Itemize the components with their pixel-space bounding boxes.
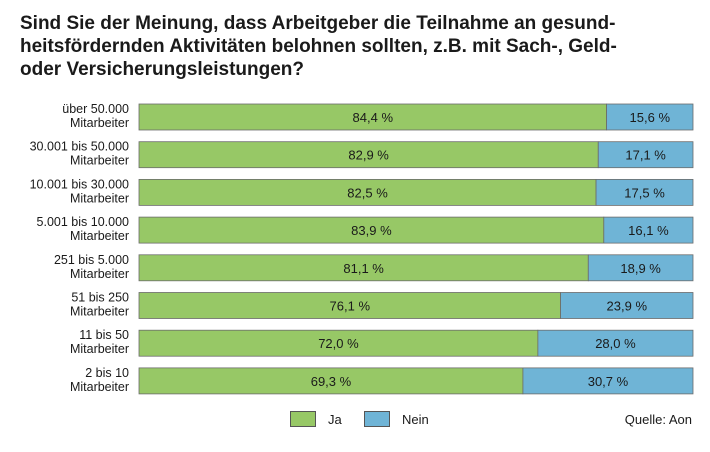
- data-label-ja-7: 69,3 %: [311, 374, 352, 389]
- data-label-nein-2: 17,5 %: [624, 185, 665, 200]
- category-label-3-line-1: 5.001 bis 10.000: [37, 215, 129, 229]
- category-label-7-line-1: 2 bis 10: [85, 366, 129, 380]
- source-note: Quelle: Aon: [624, 412, 692, 427]
- category-label-1-line-2: Mitarbeiter: [70, 154, 129, 168]
- bar-nein-4: [587, 254, 694, 282]
- bar-nein-1: [597, 141, 694, 169]
- category-label-4-line-1: 251 bis 5.000: [54, 253, 129, 267]
- data-label-nein-7: 30,7 %: [588, 374, 629, 389]
- data-label-nein-1: 17,1 %: [625, 148, 666, 163]
- category-label-2-line-2: Mitarbeiter: [70, 191, 129, 205]
- legend-label-ja: Ja: [328, 411, 342, 427]
- bar-nein-2: [595, 178, 694, 206]
- bar-ja-1: [138, 141, 599, 169]
- bar-nein-7: [522, 367, 694, 395]
- bar-ja-2: [138, 178, 597, 206]
- data-label-ja-1: 82,9 %: [348, 148, 389, 163]
- title-line-1: Sind Sie der Meinung, dass Arbeitgeber d…: [20, 13, 616, 34]
- chart-title: Sind Sie der Meinung, dass Arbeitgeber d…: [20, 12, 700, 81]
- category-label-6-line-1: 11 bis 50: [79, 328, 129, 342]
- data-label-nein-5: 23,9 %: [607, 299, 648, 314]
- bar-nein-0: [606, 103, 694, 131]
- data-label-nein-6: 28,0 %: [595, 336, 636, 351]
- data-label-nein-0: 15,6 %: [630, 110, 671, 125]
- data-label-ja-6: 72,0 %: [318, 336, 359, 351]
- bar-ja-0: [138, 103, 607, 131]
- category-label-5-line-2: Mitarbeiter: [70, 305, 129, 319]
- bar-ja-7: [138, 367, 524, 395]
- category-label-6-line-2: Mitarbeiter: [70, 342, 129, 356]
- data-label-nein-4: 18,9 %: [620, 261, 661, 276]
- category-label-5-line-1: 51 bis 250: [71, 291, 129, 305]
- title-line-2: heitsfördernden Aktivitäten belohnen sol…: [20, 36, 617, 57]
- category-label-7-line-2: Mitarbeiter: [70, 380, 129, 394]
- bar-nein-3: [603, 216, 694, 244]
- legend-item-ja: Ja: [290, 411, 342, 427]
- legend-label-nein: Nein: [402, 411, 429, 427]
- category-label-4-line-2: Mitarbeiter: [70, 267, 129, 281]
- data-label-nein-3: 16,1 %: [628, 223, 669, 238]
- data-label-ja-4: 81,1 %: [343, 261, 384, 276]
- category-label-1-line-1: 30.001 bis 50.000: [30, 140, 129, 154]
- category-label-2-line-1: 10.001 bis 30.000: [30, 177, 129, 191]
- data-label-ja-3: 83,9 %: [351, 223, 392, 238]
- bar-ja-6: [138, 329, 539, 357]
- category-label-0-line-1: über 50.000: [62, 102, 129, 116]
- bar-nein-5: [560, 292, 694, 319]
- data-label-ja-5: 76,1 %: [330, 299, 371, 314]
- data-label-ja-0: 84,4 %: [353, 110, 394, 125]
- bar-ja-3: [138, 216, 605, 244]
- title-line-3: oder Versicherungsleistungen?: [20, 59, 305, 80]
- bar-ja-5: [138, 292, 561, 319]
- bar-nein-6: [537, 329, 694, 357]
- data-label-ja-2: 82,5 %: [347, 185, 388, 200]
- legend-item-nein: Nein: [364, 411, 429, 427]
- category-label-0-line-2: Mitarbeiter: [70, 116, 129, 130]
- legend-swatch-nein: [364, 411, 390, 427]
- category-label-3-line-2: Mitarbeiter: [70, 229, 129, 243]
- legend-swatch-ja: [290, 411, 316, 427]
- bar-ja-4: [138, 254, 589, 282]
